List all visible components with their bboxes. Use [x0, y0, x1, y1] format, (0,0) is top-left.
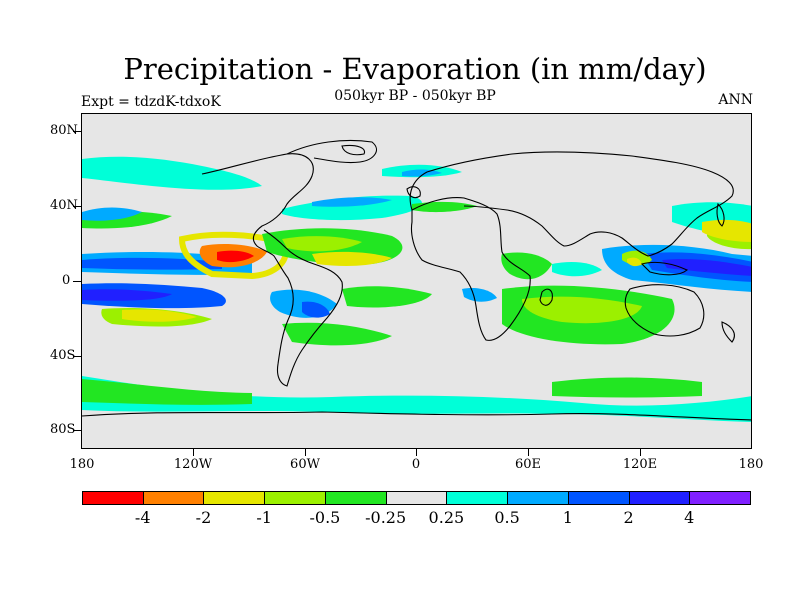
southern-ocean-band — [82, 376, 751, 422]
north-pacific-blue — [82, 207, 142, 221]
lat-label-40n: 40N — [50, 198, 78, 213]
north-atlantic-cyan — [282, 195, 422, 221]
colorbar-swatch — [142, 491, 205, 505]
australia-coastline — [624, 284, 705, 337]
lon-tick — [416, 449, 417, 456]
lon-label-60w: 60W — [290, 457, 320, 472]
greenland-coastline — [286, 140, 377, 164]
british-isles-coastline — [406, 186, 421, 199]
colorbar-swatch — [628, 491, 691, 505]
lat-tick — [73, 356, 81, 357]
arabian-sea-cyan — [552, 262, 602, 277]
colorbar-swatch — [689, 491, 751, 505]
colorbar-tick-label: 0.5 — [494, 508, 520, 527]
madagascar-coastline — [539, 288, 553, 306]
southern-ocean-green — [82, 379, 252, 405]
lon-tick — [193, 449, 194, 456]
lon-label-180w: 180 — [69, 457, 95, 472]
north-atlantic-blue — [312, 197, 392, 207]
lat-tick — [73, 430, 81, 431]
antarctica-coastline — [82, 411, 751, 421]
colorbar-tick-label: -0.5 — [309, 508, 341, 527]
colorbar-tick-label: 4 — [684, 508, 695, 527]
season-label: ANN — [718, 92, 753, 108]
colorbar-swatch — [507, 491, 569, 505]
lon-tick — [640, 449, 641, 456]
colorbar-swatch — [264, 491, 326, 505]
atlantic-blue-spot — [462, 288, 497, 302]
experiment-label: Expt = tdzdK-tdxoK — [81, 94, 221, 110]
colorbar-tick-label: -0.25 — [365, 508, 407, 527]
east-pacific-yellow-ring — [178, 231, 289, 280]
lat-label-80n: 80N — [50, 123, 78, 138]
lat-tick — [73, 281, 81, 282]
lat-tick — [73, 206, 81, 207]
indian-ocean-yellowgreen — [522, 296, 642, 324]
colorbar-swatch — [446, 491, 509, 505]
colorbar-tick-label: -4 — [134, 508, 151, 527]
coastlines — [82, 140, 751, 421]
nw-pacific-yellow — [702, 219, 751, 242]
lon-label-120w: 120W — [173, 457, 213, 472]
lon-label-180e: 180 — [738, 457, 764, 472]
south-pacific-yellow — [122, 309, 197, 322]
lat-label-0: 0 — [62, 273, 71, 288]
colorbar-tick-label: -1 — [256, 508, 272, 527]
map-canvas — [82, 114, 751, 448]
lat-tick — [73, 131, 81, 132]
americas-coastline — [201, 153, 343, 387]
colorbar-swatch — [324, 491, 387, 505]
lon-label-120e: 120E — [622, 457, 658, 472]
south-atlantic-green — [342, 286, 432, 308]
figure-subtitle: 050kyr BP - 050kyr BP — [334, 88, 496, 104]
lon-label-60e: 60E — [514, 457, 542, 472]
west-pacific-deepest — [662, 259, 751, 276]
lon-tick — [305, 449, 306, 456]
iceland-coastline — [341, 144, 366, 156]
japan-coastline — [716, 202, 725, 227]
eurasia-coastline — [409, 151, 734, 257]
lon-label-0: 0 — [411, 457, 421, 472]
colorbar-swatch — [82, 491, 144, 505]
colorbar — [82, 491, 751, 505]
colorbar-tick-label: 0.25 — [428, 508, 465, 527]
lat-label-40s: 40S — [50, 348, 76, 363]
colorbar-swatch — [203, 491, 266, 505]
colorbar-tick-label: 2 — [623, 508, 634, 527]
spcz-deep — [82, 289, 172, 301]
map-panel — [81, 113, 752, 449]
east-pacific-red — [217, 250, 254, 263]
maritime-yellow — [627, 257, 642, 267]
lat-label-80s: 80S — [50, 422, 76, 437]
mediterranean-green — [412, 201, 477, 213]
africa-east-green — [501, 252, 552, 280]
tropical-atlantic-yellowgreen — [282, 236, 362, 252]
new-zealand-coastline — [721, 321, 735, 343]
colorbar-tick-label: -2 — [195, 508, 212, 527]
arctic-atlantic-blue — [402, 169, 442, 177]
itcz-pacific-deep — [82, 257, 222, 270]
colorbar-tick-label: 1 — [562, 508, 573, 527]
south-indian-green — [552, 377, 702, 398]
north-pacific-cyan — [82, 156, 262, 190]
figure-title: Precipitation - Evaporation (in mm/day) — [123, 52, 707, 86]
lon-tick — [528, 449, 529, 456]
colorbar-swatch — [567, 491, 630, 505]
tropical-atlantic-yellow — [312, 251, 392, 266]
indonesia-coastline — [640, 261, 689, 276]
south-america-deep — [302, 301, 330, 318]
colorbar-swatch — [385, 491, 448, 505]
